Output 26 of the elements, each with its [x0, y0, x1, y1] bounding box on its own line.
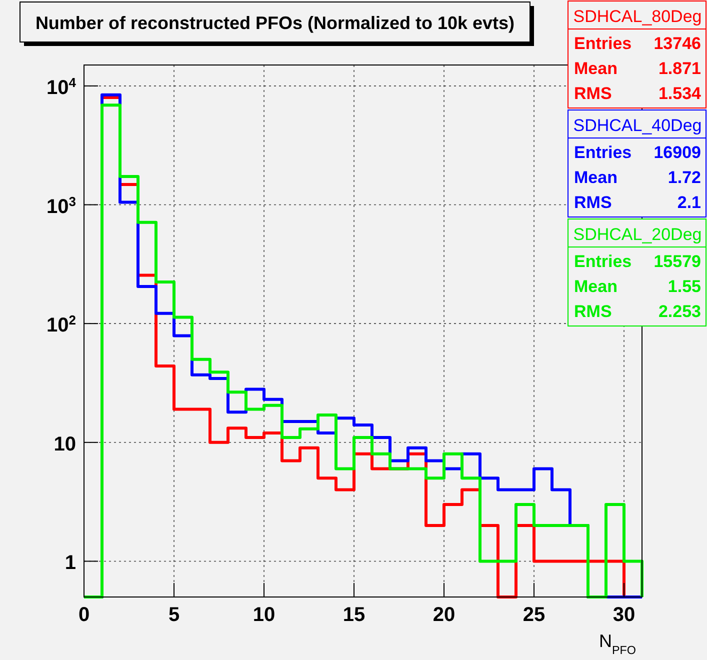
text: Entries 15579: [574, 252, 701, 271]
x-tick-label: 30: [612, 604, 636, 626]
chart-title: Number of reconstructed PFOs (Normalized to 10k evts): [35, 13, 515, 33]
x-tick-label: 0: [78, 604, 90, 626]
text: Mean 1.871: [574, 59, 701, 78]
y-tick-label: 10$^{3}$: [46, 193, 76, 218]
text: SDHCAL_80Deg: [573, 7, 702, 26]
text: Mean 1.55: [574, 277, 701, 296]
y-tick-label: 10: [54, 433, 76, 456]
text: SDHCAL_20Deg: [573, 225, 702, 244]
text: SDHCAL_40Deg: [573, 116, 702, 135]
y-tick-label: 10$^{4}$: [46, 74, 77, 99]
y-tick-label: 1: [64, 552, 76, 574]
text: RMS 2.253: [574, 302, 701, 321]
x-tick-label: 20: [432, 604, 456, 626]
y-tick-label: 10$^{2}$: [46, 312, 76, 337]
text: RMS 1.534: [574, 84, 701, 103]
x-tick-label: 25: [522, 604, 546, 626]
text: Mean 1.72: [574, 168, 701, 187]
text: Entries 13746: [574, 34, 701, 53]
x-axis-title: N$_{PFO}$: [598, 631, 636, 656]
x-tick-label: 15: [342, 604, 366, 626]
text: RMS 2.1: [574, 193, 701, 212]
x-tick-label: 10: [252, 604, 276, 626]
x-tick-label: 5: [168, 604, 180, 626]
text: Entries 16909: [574, 143, 701, 162]
